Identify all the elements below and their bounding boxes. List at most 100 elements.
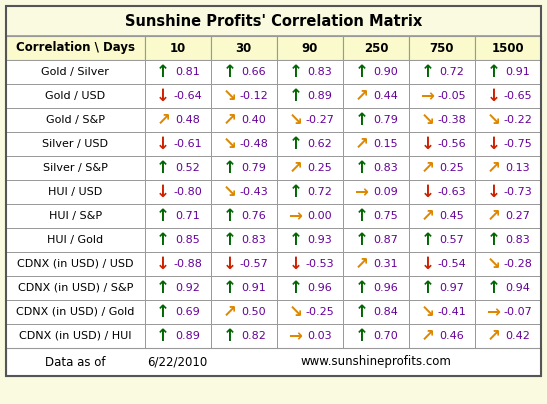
Text: -0.61: -0.61 <box>173 139 202 149</box>
Bar <box>475 156 541 180</box>
Bar <box>343 300 409 324</box>
Text: Silver / S&P: Silver / S&P <box>43 163 108 173</box>
Text: 0.72: 0.72 <box>439 67 464 77</box>
Text: ↑: ↑ <box>156 303 170 321</box>
Text: ↑: ↑ <box>156 231 170 249</box>
Text: 0.75: 0.75 <box>374 211 398 221</box>
Text: 0.91: 0.91 <box>505 67 530 77</box>
Text: ↓: ↓ <box>486 183 501 201</box>
Bar <box>211 156 277 180</box>
Bar <box>6 348 541 376</box>
Text: ↑: ↑ <box>288 63 302 81</box>
Bar <box>145 108 211 132</box>
Text: 0.94: 0.94 <box>505 283 531 293</box>
Bar <box>6 180 145 204</box>
Text: 30: 30 <box>236 42 252 55</box>
Bar <box>343 324 409 348</box>
Bar <box>409 204 475 228</box>
Bar <box>277 300 343 324</box>
Text: 0.83: 0.83 <box>374 163 398 173</box>
Text: ↑: ↑ <box>222 231 236 249</box>
Bar <box>145 36 211 60</box>
Bar <box>475 276 541 300</box>
Text: ↓: ↓ <box>421 135 434 153</box>
Bar <box>475 300 541 324</box>
Text: CDNX (in USD) / USD: CDNX (in USD) / USD <box>17 259 133 269</box>
Text: →: → <box>421 87 434 105</box>
Text: ↗: ↗ <box>421 327 434 345</box>
Text: Gold / Silver: Gold / Silver <box>42 67 109 77</box>
Text: CDNX (in USD) / S&P: CDNX (in USD) / S&P <box>18 283 133 293</box>
Bar <box>6 36 145 60</box>
Text: ↑: ↑ <box>156 207 170 225</box>
Text: ↑: ↑ <box>222 207 236 225</box>
Text: 0.52: 0.52 <box>175 163 200 173</box>
Text: 0.25: 0.25 <box>439 163 464 173</box>
Bar <box>343 204 409 228</box>
Text: -0.53: -0.53 <box>305 259 334 269</box>
Text: Silver / USD: Silver / USD <box>42 139 108 149</box>
Text: ↘: ↘ <box>421 111 434 129</box>
Text: →: → <box>486 303 501 321</box>
Text: CDNX (in USD) / HUI: CDNX (in USD) / HUI <box>19 331 132 341</box>
Text: 0.00: 0.00 <box>307 211 332 221</box>
Text: -0.65: -0.65 <box>504 91 532 101</box>
Bar <box>343 252 409 276</box>
Bar <box>6 204 145 228</box>
Text: ↓: ↓ <box>486 87 501 105</box>
Text: Correlation \ Days: Correlation \ Days <box>16 42 135 55</box>
Bar <box>409 132 475 156</box>
Text: ↗: ↗ <box>486 207 501 225</box>
Bar <box>343 276 409 300</box>
Text: 0.62: 0.62 <box>307 139 332 149</box>
Bar <box>6 84 145 108</box>
Text: -0.80: -0.80 <box>173 187 202 197</box>
Bar <box>6 276 145 300</box>
Text: Data as of: Data as of <box>45 356 106 368</box>
Text: 0.81: 0.81 <box>175 67 200 77</box>
Bar <box>145 156 211 180</box>
Text: 0.42: 0.42 <box>505 331 531 341</box>
Bar <box>145 300 211 324</box>
Text: ↑: ↑ <box>354 303 368 321</box>
Bar <box>211 36 277 60</box>
Text: ↑: ↑ <box>486 279 501 297</box>
Bar <box>6 60 145 84</box>
Text: ↑: ↑ <box>156 159 170 177</box>
Text: ↑: ↑ <box>354 279 368 297</box>
Text: 0.66: 0.66 <box>241 67 266 77</box>
Bar <box>475 228 541 252</box>
Bar <box>277 132 343 156</box>
Text: -0.25: -0.25 <box>305 307 334 317</box>
Bar <box>211 228 277 252</box>
Bar <box>343 60 409 84</box>
Bar <box>211 324 277 348</box>
Text: 0.03: 0.03 <box>307 331 332 341</box>
Text: -0.73: -0.73 <box>503 187 532 197</box>
Text: ↑: ↑ <box>354 159 368 177</box>
Bar <box>6 228 145 252</box>
Text: 10: 10 <box>170 42 186 55</box>
Bar <box>475 108 541 132</box>
Text: ↗: ↗ <box>354 255 368 273</box>
Text: -0.75: -0.75 <box>503 139 532 149</box>
Bar <box>475 36 541 60</box>
Bar <box>277 252 343 276</box>
Bar <box>6 132 145 156</box>
Text: ↑: ↑ <box>222 327 236 345</box>
Text: ↗: ↗ <box>486 159 501 177</box>
Text: ↑: ↑ <box>288 279 302 297</box>
Bar <box>145 132 211 156</box>
Text: 0.83: 0.83 <box>241 235 266 245</box>
Text: ↑: ↑ <box>354 327 368 345</box>
Text: ↓: ↓ <box>486 135 501 153</box>
Text: 0.97: 0.97 <box>439 283 464 293</box>
Text: →: → <box>288 327 302 345</box>
Text: ↘: ↘ <box>288 111 302 129</box>
Text: 6/22/2010: 6/22/2010 <box>148 356 208 368</box>
Bar <box>277 36 343 60</box>
Text: 0.91: 0.91 <box>241 283 266 293</box>
Text: ↓: ↓ <box>222 255 236 273</box>
Text: 750: 750 <box>430 42 454 55</box>
Text: ↘: ↘ <box>222 87 236 105</box>
